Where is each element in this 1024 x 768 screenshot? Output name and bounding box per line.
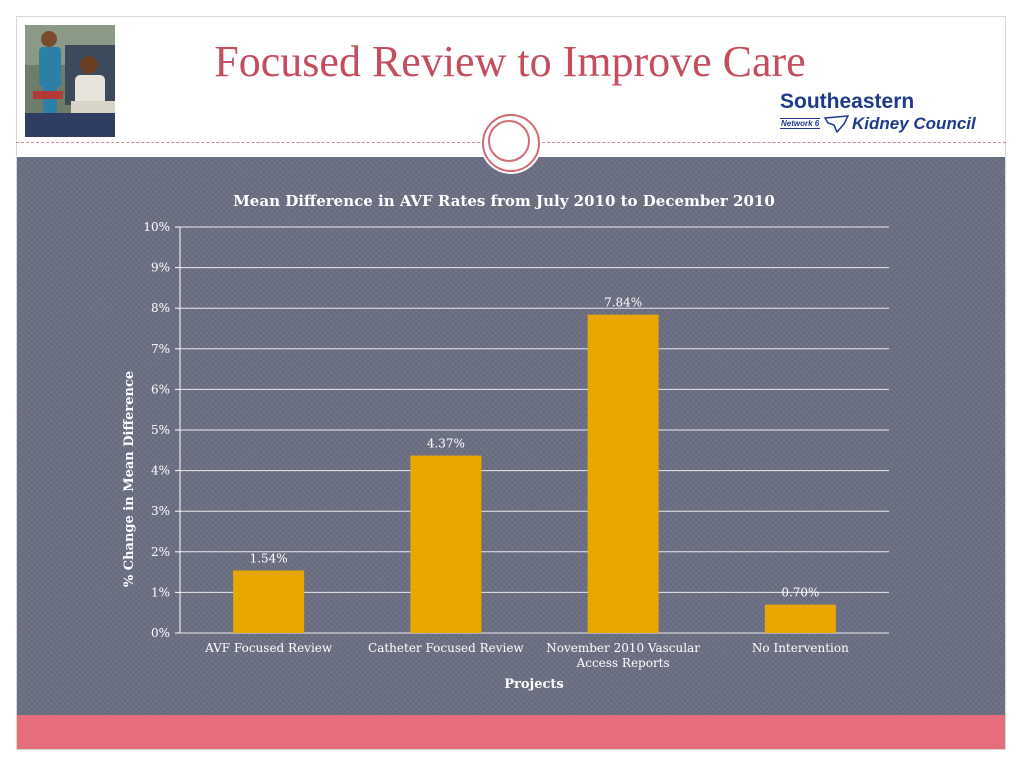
logo-line1: Southeastern <box>780 90 915 113</box>
x-tick-label: Catheter Focused Review <box>368 641 524 655</box>
data-labels: 1.54% 4.37% 7.84% 0.70% <box>250 296 820 600</box>
y-tick-label: 0% <box>151 626 170 640</box>
x-axis-label: Projects <box>504 677 564 692</box>
data-label: 0.70% <box>781 586 819 600</box>
y-tick-label: 3% <box>151 504 170 518</box>
data-label: 1.54% <box>250 551 288 565</box>
logo-line2: Kidney Council <box>852 114 976 133</box>
x-tick-label: AVF Focused Review <box>204 641 333 655</box>
y-tick-label: 2% <box>151 545 170 559</box>
x-tick-labels: AVF Focused Review Catheter Focused Revie… <box>204 641 849 670</box>
bar <box>764 604 836 633</box>
y-axis-label: % Change in Mean Difference <box>122 371 137 587</box>
x-tick-label: November 2010 Vascular Access Reports <box>546 641 700 670</box>
data-label: 4.37% <box>427 437 465 451</box>
y-tick-label: 8% <box>151 301 170 315</box>
x-tick-label: No Intervention <box>752 641 849 655</box>
chart-title: Mean Difference in AVF Rates from July 2… <box>233 192 775 210</box>
chart-bars <box>233 314 836 633</box>
bar <box>233 570 305 633</box>
bar <box>410 455 482 633</box>
southeastern-kidney-council-logo: Southeastern Network 6 Kidney Council <box>780 90 985 140</box>
footer-accent-band <box>17 715 1005 749</box>
y-tick-label: 5% <box>151 423 170 437</box>
y-tick-label: 10% <box>143 220 170 234</box>
y-tick-label: 1% <box>151 585 170 599</box>
nurse-patient-photo <box>25 25 115 137</box>
slide-title: Focused Review to Improve Care <box>214 37 806 86</box>
content-panel <box>17 157 1005 715</box>
decorative-ring <box>482 114 540 172</box>
y-tick-labels: 0% 1% 2% 3% 4% 5% 6% 7% 8% 9% 10% <box>143 220 170 640</box>
logo-network: Network 6 <box>780 118 821 129</box>
y-tick-label: 6% <box>151 382 170 396</box>
y-tick-label: 4% <box>151 464 170 478</box>
y-tick-label: 7% <box>151 342 170 356</box>
bar <box>587 314 659 633</box>
y-tick-label: 9% <box>151 261 170 275</box>
logo-map-icon <box>824 115 850 133</box>
bar-chart: Mean Difference in AVF Rates from July 2… <box>122 192 889 692</box>
data-label: 7.84% <box>604 296 642 310</box>
